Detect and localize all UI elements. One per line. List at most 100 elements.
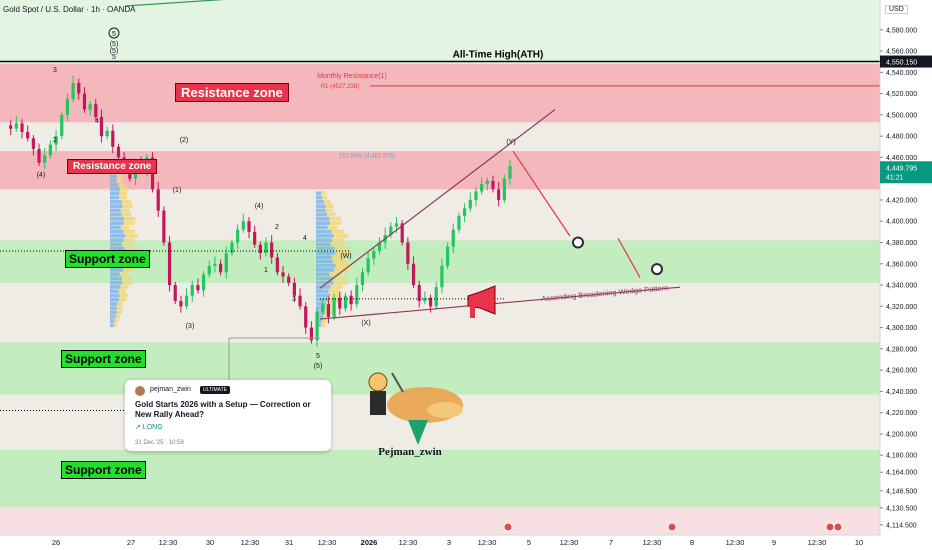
time-tick-label: 12:30 (318, 538, 337, 547)
wave-label: (3) (186, 323, 195, 330)
wave-label: (5) (110, 48, 119, 55)
candle-body (343, 295, 348, 309)
candle-body (224, 253, 228, 273)
candle-body (309, 327, 314, 341)
price-tick-label: 4,260.000 (886, 368, 917, 375)
projection-arrow-2 (617, 237, 641, 278)
volume-profile-bar (113, 323, 117, 328)
volume-profile-bar (316, 310, 326, 315)
target-marker-2 (651, 263, 663, 276)
price-tick-label: 4,130.500 (886, 505, 917, 512)
wedge-upper-line (319, 109, 556, 289)
volume-profile-bar (123, 238, 135, 243)
candle-body (26, 131, 30, 139)
candle-body (105, 130, 109, 137)
price-tick-label: 4,200.000 (886, 431, 917, 438)
candle-body (389, 226, 393, 236)
candle-body (9, 125, 13, 129)
candle-body (377, 242, 382, 252)
candle-body (491, 180, 495, 190)
volume-profile-bar (110, 187, 120, 191)
volume-profile-bar (332, 259, 347, 264)
candle-body (173, 285, 177, 302)
candle-body (258, 244, 262, 254)
volume-profile-bar (124, 246, 137, 251)
candle-body (71, 82, 75, 99)
wave-label: (1) (173, 187, 182, 194)
volume-profile-bar (332, 276, 347, 281)
time-tick-label: 26 (52, 538, 60, 547)
price-tick-label: 4,340.000 (886, 283, 917, 290)
idea-card[interactable]: pejman_zwin ULTIMATE Gold Starts 2026 wi… (125, 380, 331, 451)
volume-profile-bar (316, 302, 327, 306)
volume-profile-bar (316, 221, 331, 225)
resistance-zone-label-lower: Resistance zone (67, 159, 158, 174)
candle-body (292, 282, 296, 296)
time-tick-label: 30 (206, 538, 214, 547)
volume-profile-bar (316, 259, 333, 264)
volume-profile-bar (321, 191, 326, 196)
volume-profile-bar (316, 195, 323, 200)
currency-button[interactable]: USD (885, 5, 908, 14)
volume-profile-bar (121, 212, 132, 217)
support-zone-5 (0, 449, 880, 508)
time-tick-label: 12:30 (241, 538, 260, 547)
candle-body (474, 191, 478, 200)
candle-body (14, 123, 18, 129)
volume-profile-bar (123, 221, 135, 225)
price-axis-background (880, 0, 932, 550)
idea-title[interactable]: Gold Starts 2026 with a Setup — Correcti… (135, 400, 311, 419)
volume-profile-bar (321, 319, 327, 323)
volume-profile-bar (316, 272, 330, 277)
volume-profile-bar (110, 216, 125, 221)
candle-body (445, 246, 450, 266)
volume-profile-bar (121, 199, 132, 204)
candle-body (230, 242, 234, 254)
volume-profile-bar (110, 225, 121, 230)
volume-profile-bar (334, 246, 351, 251)
volume-profile-bar (110, 182, 119, 187)
candle-body (417, 285, 421, 302)
wave-label: (5) (314, 363, 323, 370)
wave-label: (Y) (506, 139, 515, 146)
volume-profile-bar (316, 268, 335, 272)
candle-body (326, 304, 331, 317)
volume-profile-bar (110, 293, 120, 298)
volume-profile-bar (316, 263, 336, 268)
volume-profile-bar (118, 289, 126, 294)
candle-body (116, 146, 121, 158)
volume-profile-bar (331, 255, 345, 260)
price-tick-label: 4,540.000 (886, 70, 917, 77)
symbol-title: Gold Spot / U.S. Dollar · 1h · OANDA (3, 5, 136, 14)
volume-profile-bar (316, 314, 324, 319)
volume-profile-bar (316, 280, 334, 285)
volume-profile-bar (110, 289, 119, 294)
wave-label: 1 (264, 267, 268, 274)
idea-author[interactable]: pejman_zwin (150, 386, 191, 393)
candle-body (497, 189, 501, 200)
volume-profile-bar (110, 195, 120, 200)
last-price-label: 4,449.795 (886, 165, 917, 172)
candle-body (94, 104, 98, 117)
volume-profile-bar (120, 285, 129, 289)
volume-profile-bar (119, 187, 128, 191)
volume-profile-bar (326, 302, 335, 306)
candle-body (54, 136, 58, 145)
candle-body (253, 231, 257, 245)
volume-profile-bar (334, 268, 349, 272)
volume-profile-bar (110, 178, 117, 183)
time-tick-label: 31 (285, 538, 293, 547)
volume-profile-bar (316, 216, 330, 221)
volume-profile-bar (333, 280, 348, 285)
candle-body (190, 285, 194, 296)
price-tick-label: 4,380.000 (886, 240, 917, 247)
candle-body (298, 295, 302, 307)
ath-price-tag (880, 55, 932, 68)
volume-profile-bar (122, 204, 133, 208)
volume-profile-bar (325, 204, 334, 208)
volume-profile-bar (114, 319, 119, 323)
volume-profile-bar (110, 238, 124, 243)
candle-body (179, 301, 183, 307)
time-tick-label: 12:30 (560, 538, 579, 547)
